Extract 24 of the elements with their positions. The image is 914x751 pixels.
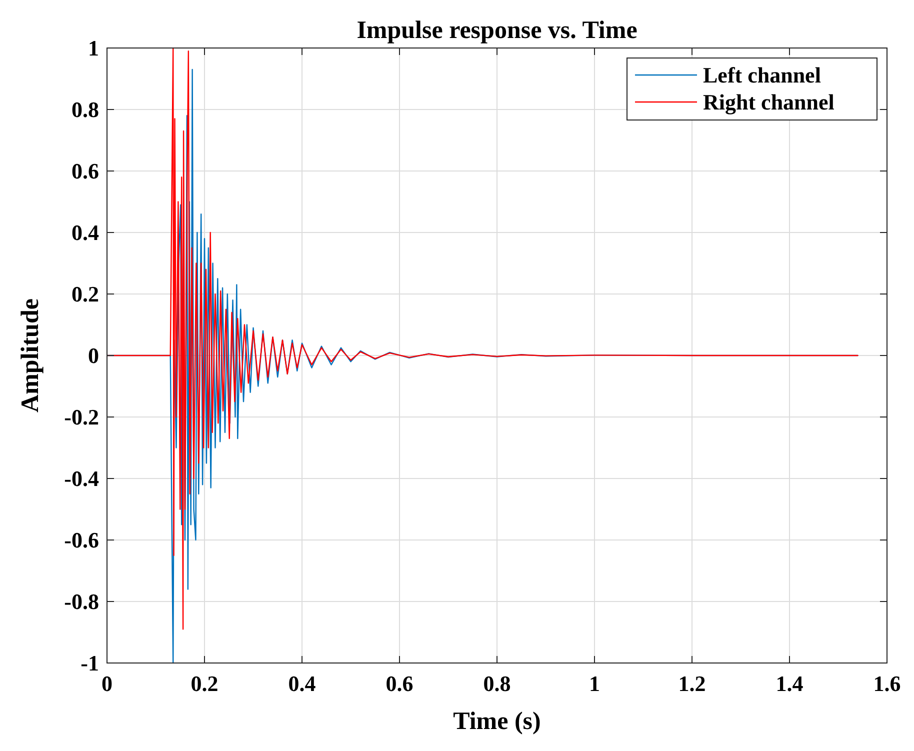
y-tick-label: 0 [88, 343, 99, 368]
x-tick-label: 0.4 [288, 671, 316, 696]
x-tick-label: 1 [589, 671, 600, 696]
y-axis-title: Amplitude [17, 298, 44, 412]
x-tick-label: 0.6 [386, 671, 414, 696]
y-tick-label: -1 [80, 650, 99, 676]
x-tick-label: 0.8 [483, 671, 511, 696]
y-tick-label: -0.4 [64, 466, 99, 492]
legend-label: Right channel [703, 90, 834, 115]
chart-title: Impulse response vs. Time [356, 17, 638, 44]
y-tick-label: -0.6 [64, 528, 99, 553]
y-tick-label: -0.8 [64, 589, 99, 614]
y-tick-label: -0.2 [64, 404, 99, 430]
y-tick-label: 0.6 [72, 158, 99, 184]
x-tick-label: 0.2 [190, 671, 218, 696]
y-tick-label: 0.4 [72, 220, 99, 246]
legend-label: Left channel [703, 62, 821, 88]
y-tick-label: 0.8 [72, 97, 99, 122]
x-tick-label: 1.2 [678, 671, 706, 696]
y-tick-label: 1 [88, 36, 99, 61]
x-tick-label: 1.4 [776, 671, 804, 696]
x-tick-label: 1.6 [873, 671, 901, 696]
y-tick-label: 0.2 [72, 282, 99, 307]
x-axis-title: Time (s) [453, 708, 541, 735]
